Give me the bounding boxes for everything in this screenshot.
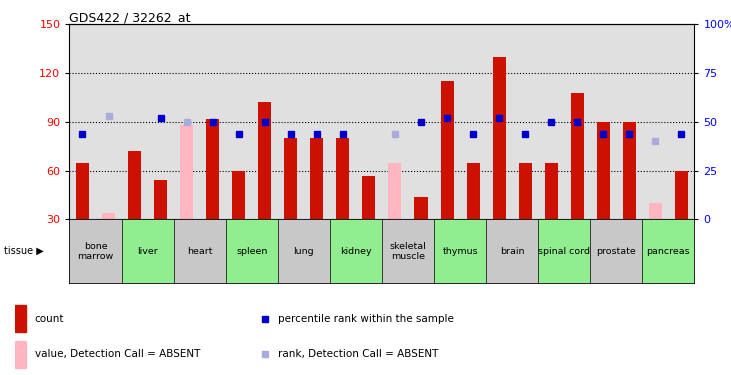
Bar bbox=[206, 118, 219, 219]
Bar bbox=[330, 24, 382, 219]
Bar bbox=[538, 219, 590, 283]
Text: rank, Detection Call = ABSENT: rank, Detection Call = ABSENT bbox=[278, 349, 438, 359]
Text: spleen: spleen bbox=[236, 247, 268, 256]
Bar bbox=[441, 81, 453, 219]
Bar bbox=[258, 102, 271, 219]
Bar bbox=[278, 24, 330, 219]
Bar bbox=[382, 219, 434, 283]
Bar bbox=[121, 219, 173, 283]
Bar bbox=[434, 24, 486, 219]
Bar bbox=[486, 24, 538, 219]
Bar bbox=[382, 24, 434, 219]
Bar bbox=[493, 57, 506, 219]
Bar bbox=[571, 93, 584, 219]
Bar bbox=[15, 305, 26, 332]
Bar bbox=[434, 219, 486, 283]
Bar bbox=[180, 125, 193, 219]
Bar bbox=[643, 24, 694, 219]
Bar bbox=[486, 219, 538, 283]
Text: prostate: prostate bbox=[596, 247, 636, 256]
Bar bbox=[388, 162, 401, 219]
Text: kidney: kidney bbox=[340, 247, 372, 256]
Text: pancreas: pancreas bbox=[647, 247, 690, 256]
Text: value, Detection Call = ABSENT: value, Detection Call = ABSENT bbox=[34, 349, 200, 359]
Bar bbox=[336, 138, 349, 219]
Bar bbox=[596, 122, 610, 219]
Bar bbox=[414, 196, 428, 219]
Text: heart: heart bbox=[187, 247, 213, 256]
Text: percentile rank within the sample: percentile rank within the sample bbox=[278, 314, 454, 324]
Bar bbox=[154, 180, 167, 219]
Text: skeletal
muscle: skeletal muscle bbox=[390, 242, 426, 261]
Bar bbox=[538, 24, 590, 219]
Bar bbox=[226, 24, 278, 219]
Text: tissue ▶: tissue ▶ bbox=[4, 246, 43, 256]
Bar bbox=[226, 219, 278, 283]
Bar bbox=[232, 171, 245, 219]
Bar bbox=[121, 24, 173, 219]
Text: bone
marrow: bone marrow bbox=[77, 242, 113, 261]
Text: thymus: thymus bbox=[442, 247, 478, 256]
Bar bbox=[466, 162, 480, 219]
Text: count: count bbox=[34, 314, 64, 324]
Bar bbox=[649, 203, 662, 219]
Bar bbox=[102, 213, 115, 219]
Bar bbox=[173, 219, 226, 283]
Bar bbox=[643, 219, 694, 283]
Text: lung: lung bbox=[294, 247, 314, 256]
Bar bbox=[519, 162, 531, 219]
Bar bbox=[590, 219, 643, 283]
Bar bbox=[330, 219, 382, 283]
Text: brain: brain bbox=[500, 247, 524, 256]
Bar bbox=[623, 122, 636, 219]
Bar bbox=[173, 24, 226, 219]
Text: spinal cord: spinal cord bbox=[538, 247, 590, 256]
Bar bbox=[363, 176, 376, 219]
Bar bbox=[69, 219, 121, 283]
Text: GDS422 / 32262_at: GDS422 / 32262_at bbox=[69, 11, 191, 24]
Bar bbox=[278, 219, 330, 283]
Bar bbox=[15, 340, 26, 368]
Bar bbox=[284, 138, 298, 219]
Bar bbox=[311, 138, 323, 219]
Bar bbox=[675, 171, 688, 219]
Bar bbox=[590, 24, 643, 219]
Bar bbox=[128, 151, 141, 219]
Bar bbox=[545, 162, 558, 219]
Text: liver: liver bbox=[137, 247, 158, 256]
Bar bbox=[69, 24, 121, 219]
Bar bbox=[76, 162, 89, 219]
